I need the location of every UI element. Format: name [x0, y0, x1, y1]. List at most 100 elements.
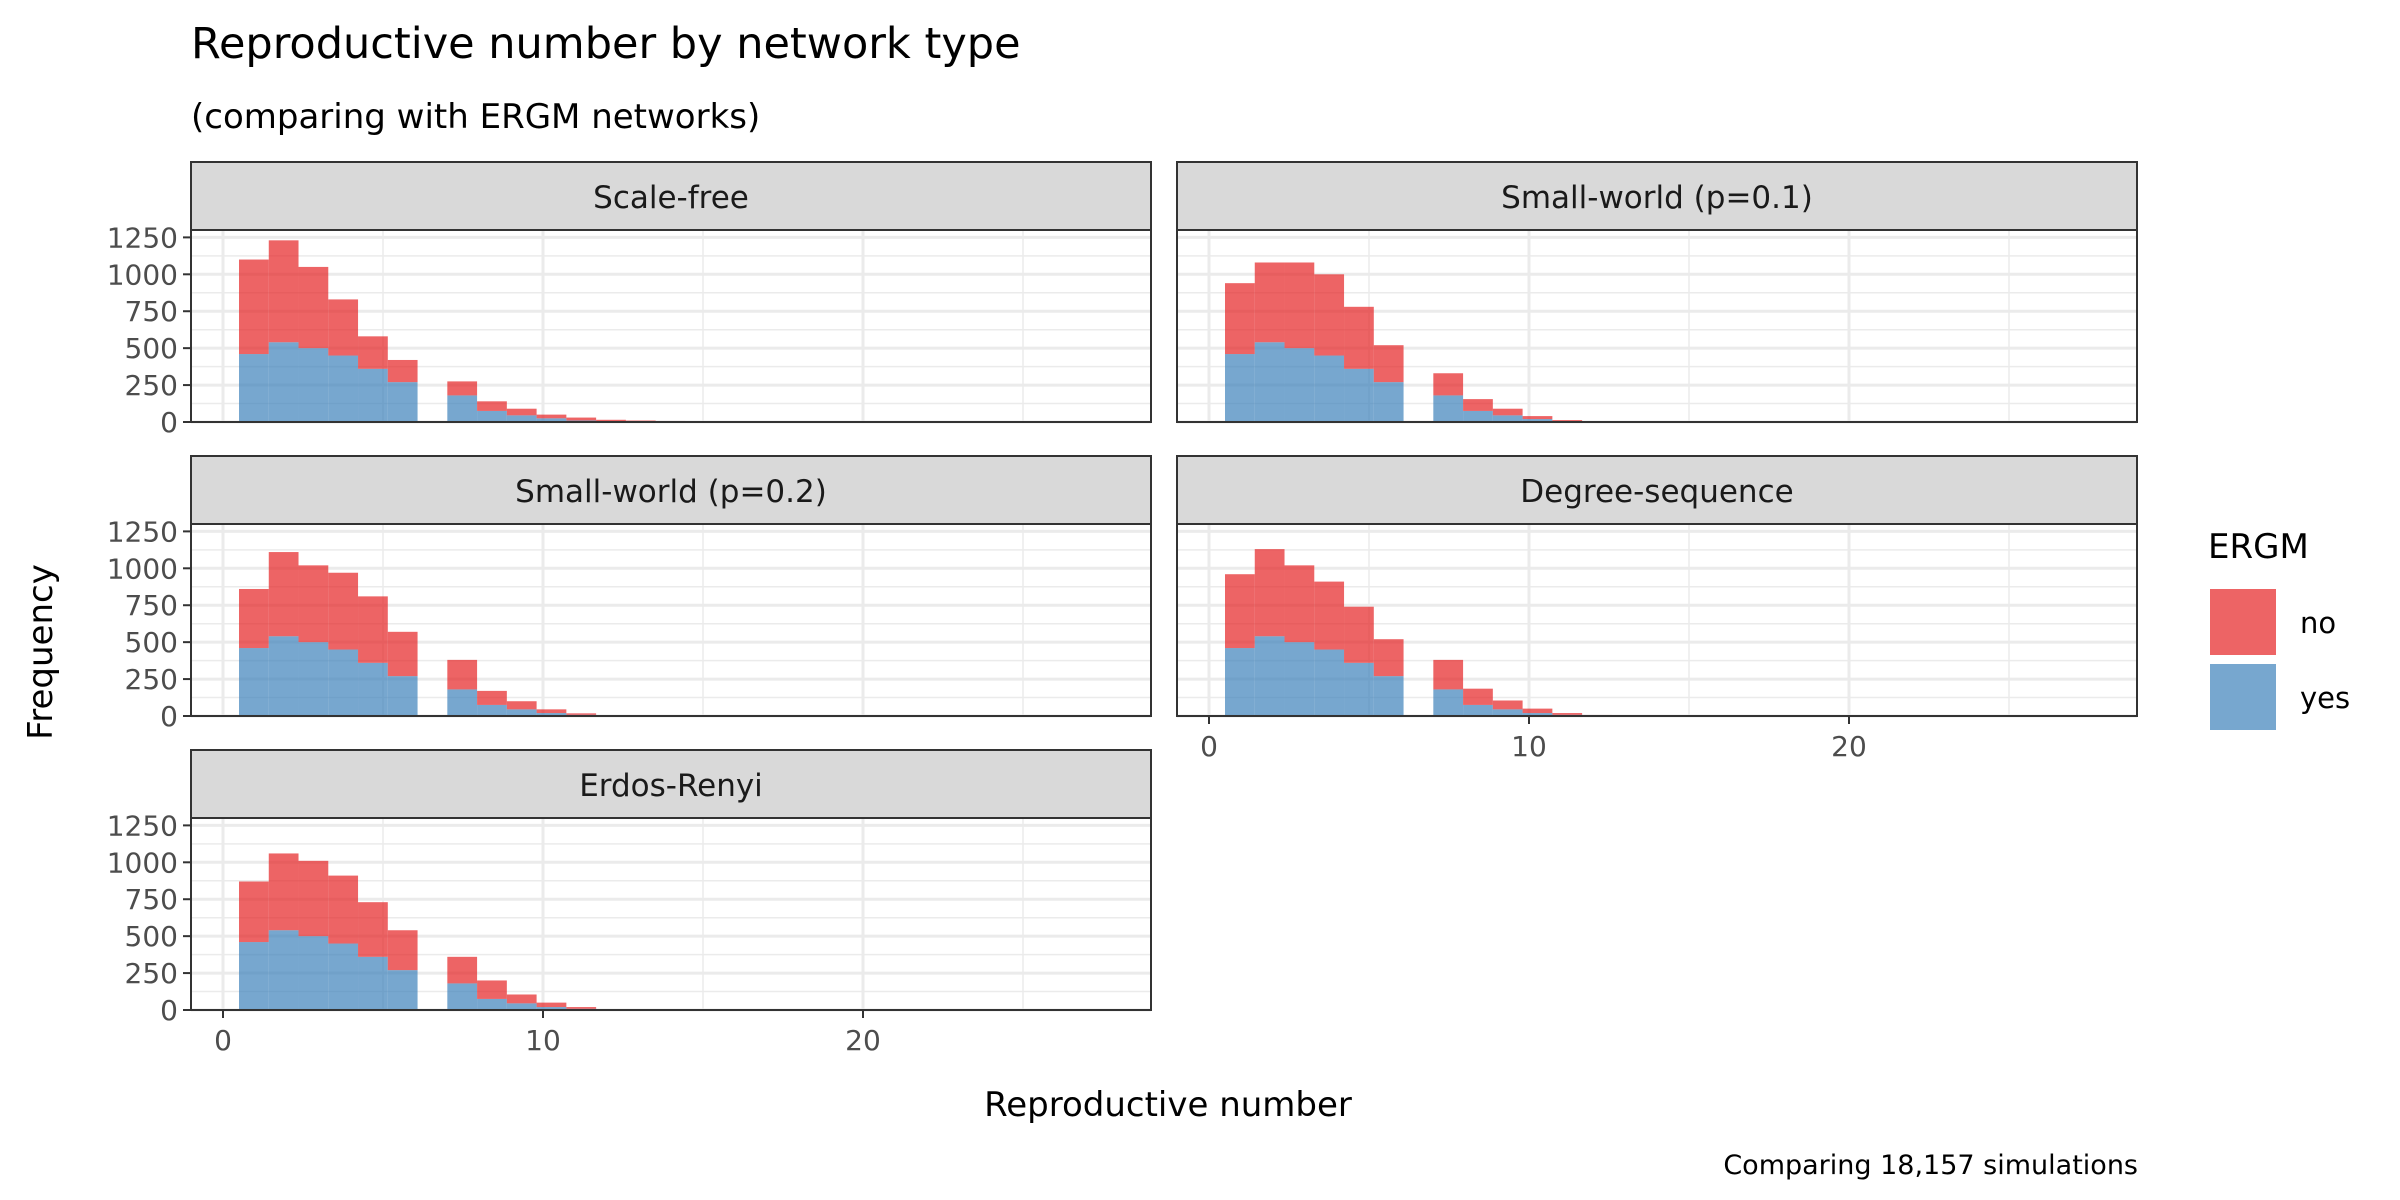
chart-subtitle: (comparing with ERGM networks): [191, 97, 760, 137]
panel-erdos-renyi: Erdos-Renyi 0 250 500 750 1000 1250 0 10 20: [107, 749, 1152, 1057]
legend-key-yes: [2210, 664, 2276, 730]
chart-caption: Comparing 18,157 simulations: [1723, 1150, 2138, 1181]
bar-no: [387, 631, 418, 677]
facet-strip: [190, 161, 1152, 231]
bar-no: [328, 875, 359, 944]
bar-yes: [1373, 676, 1404, 716]
bar-yes: [328, 355, 359, 422]
bar-no: [506, 994, 537, 1004]
bar-no: [239, 588, 269, 649]
bar-no: [1314, 274, 1345, 356]
bar-yes: [1344, 368, 1374, 422]
bar-yes: [477, 410, 507, 422]
bar-yes: [1284, 348, 1315, 422]
bar-yes: [1522, 419, 1553, 422]
bar-yes: [328, 943, 359, 1010]
y-tick-label: 750: [125, 295, 178, 328]
bar-no: [596, 419, 626, 422]
bar-no: [358, 902, 388, 957]
bar-yes: [358, 956, 388, 1010]
bar-yes: [1225, 354, 1255, 422]
bar-yes: [1433, 395, 1464, 422]
y-tick-label: 750: [125, 589, 178, 622]
y-tick-label: 500: [125, 920, 178, 953]
bar-yes: [1492, 709, 1523, 716]
bar-yes: [1373, 382, 1404, 422]
facet-strip: [190, 455, 1152, 525]
bar-yes: [536, 713, 567, 716]
facet-strip-label: Erdos-Renyi: [579, 768, 763, 804]
bar-no: [566, 417, 597, 421]
bar-no: [1254, 549, 1285, 637]
y-tick-label: 250: [125, 957, 178, 990]
legend-key-no: [2210, 589, 2276, 655]
bar-no: [506, 701, 537, 710]
bar-yes: [298, 936, 329, 1010]
bar-no: [1284, 565, 1315, 643]
bar-no: [447, 381, 478, 396]
bar-no: [1463, 688, 1493, 705]
panel-border: [190, 523, 1152, 717]
legend-label-yes: yes: [2300, 681, 2350, 715]
panel-border: [190, 229, 1152, 423]
bar-yes: [506, 415, 537, 422]
bar-yes: [328, 649, 359, 716]
panel-degree-sequence: Degree-sequence 0 10 20: [1176, 455, 2138, 763]
bar-yes: [1522, 713, 1553, 716]
bar-yes: [387, 676, 418, 716]
bar-no: [239, 881, 269, 943]
bar-yes: [1284, 642, 1315, 716]
bar-yes: [1254, 636, 1285, 716]
bar-no: [1433, 659, 1464, 690]
bar-no: [298, 565, 329, 643]
bar-no: [447, 659, 478, 690]
bar-yes: [447, 395, 478, 422]
bar-yes: [358, 662, 388, 716]
bar-yes: [1314, 355, 1345, 422]
y-tick-label: 500: [125, 626, 178, 659]
bar-yes: [387, 970, 418, 1010]
bar-no: [536, 709, 567, 714]
facet-strip-label: Degree-sequence: [1520, 474, 1793, 510]
bar-no: [477, 690, 507, 705]
y-tick-label: 1000: [107, 258, 178, 291]
bar-yes: [447, 689, 478, 716]
bar-no: [1522, 708, 1553, 714]
bar-no: [1373, 345, 1404, 383]
x-tick-label: 20: [845, 1024, 881, 1057]
bar-yes: [477, 704, 507, 716]
facet-strip: [190, 749, 1152, 819]
bar-no: [1344, 606, 1374, 663]
bar-no: [1492, 408, 1523, 416]
bar-yes: [1254, 342, 1285, 422]
chart-title: Reproductive number by network type: [191, 19, 1021, 69]
bar-yes: [298, 642, 329, 716]
bar-no: [477, 401, 507, 411]
y-tick-label: 250: [125, 369, 178, 402]
bar-no: [268, 552, 299, 637]
y-tick-label: 1000: [107, 846, 178, 879]
panel-border: [1176, 523, 2138, 717]
bar-no: [447, 956, 478, 984]
bar-yes: [268, 342, 299, 422]
bar-no: [1314, 581, 1345, 650]
bar-no: [387, 930, 418, 971]
bar-no: [1522, 416, 1553, 420]
facet-panels: Scale-free025050075010001250Small-world …: [107, 161, 2138, 1057]
bar-yes: [268, 930, 299, 1010]
bar-no: [268, 240, 299, 343]
bar-no: [1552, 420, 1583, 422]
bar-yes: [506, 709, 537, 716]
legend-label-no: no: [2300, 606, 2336, 640]
bar-no: [328, 299, 359, 356]
y-tick-label: 0: [160, 700, 178, 733]
bar-no: [1344, 306, 1374, 369]
bar-yes: [298, 348, 329, 422]
y-tick-label: 1250: [107, 221, 178, 254]
bar-no: [1463, 399, 1493, 411]
bar-yes: [1463, 410, 1493, 422]
bar-yes: [387, 382, 418, 422]
bar-no: [328, 572, 359, 650]
panel-small-world-p-0-1: Small-world (p=0.1): [1176, 161, 2138, 424]
bar-no: [566, 713, 597, 715]
